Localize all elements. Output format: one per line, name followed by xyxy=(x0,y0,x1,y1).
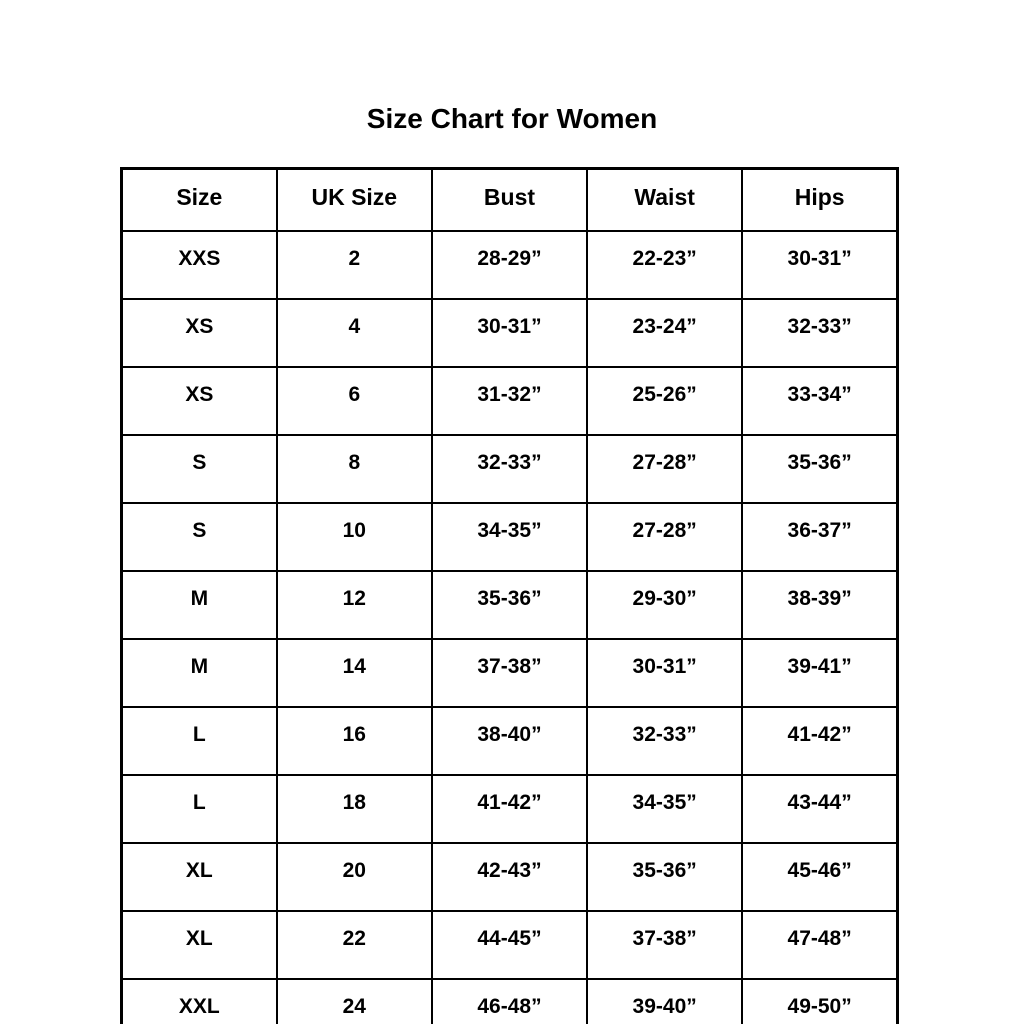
table-cell: 38-39” xyxy=(741,570,899,640)
table-cell: 30-31” xyxy=(430,298,589,368)
table-cell: 22 xyxy=(275,910,433,980)
table-cell: 37-38” xyxy=(586,910,744,980)
table-cell: 6 xyxy=(275,366,433,436)
table-cell: 33-34” xyxy=(741,366,899,436)
table-row: M 12 35-36” 29-30” 38-39” xyxy=(120,570,899,640)
table-cell: 44-45” xyxy=(430,910,589,980)
table-cell: 34-35” xyxy=(586,774,744,844)
header-row: Size UK Size Bust Waist Hips xyxy=(120,167,899,232)
table-cell: L xyxy=(120,774,278,844)
table-cell: 38-40” xyxy=(430,706,589,776)
table-cell: 2 xyxy=(275,230,433,300)
table-row: XXL 24 46-48” 39-40” 49-50” xyxy=(120,978,899,1024)
table-cell: 49-50” xyxy=(741,978,899,1024)
table-cell: 25-26” xyxy=(586,366,744,436)
table-row: L 16 38-40” 32-33” 41-42” xyxy=(120,706,899,776)
table-cell: 28-29” xyxy=(430,230,589,300)
table-header: Size UK Size Bust Waist Hips xyxy=(120,167,899,232)
table-cell: 10 xyxy=(275,502,433,572)
table-cell: S xyxy=(120,502,278,572)
table-cell: M xyxy=(120,570,278,640)
table-cell: 46-48” xyxy=(430,978,589,1024)
table-row: XS 4 30-31” 23-24” 32-33” xyxy=(120,298,899,368)
column-header: UK Size xyxy=(275,167,433,232)
table-cell: 8 xyxy=(275,434,433,504)
size-chart-table: Size UK Size Bust Waist Hips XXS 2 28-29” 22-23… xyxy=(120,167,899,1024)
table-cell: 37-38” xyxy=(430,638,589,708)
table-row: XXS 2 28-29” 22-23” 30-31” xyxy=(120,230,899,300)
table-cell: 30-31” xyxy=(741,230,899,300)
table-cell: 35-36” xyxy=(586,842,744,912)
table-cell: 4 xyxy=(275,298,433,368)
table-cell: 32-33” xyxy=(586,706,744,776)
table-cell: 36-37” xyxy=(741,502,899,572)
table-cell: 32-33” xyxy=(741,298,899,368)
table-row: S 10 34-35” 27-28” 36-37” xyxy=(120,502,899,572)
page-title: Size Chart for Women xyxy=(366,103,658,134)
table-cell: XXL xyxy=(120,978,278,1024)
column-header: Bust xyxy=(430,167,589,232)
table-row: S 8 32-33” 27-28” 35-36” xyxy=(120,434,899,504)
table-cell: 18 xyxy=(275,774,433,844)
table-cell: 43-44” xyxy=(741,774,899,844)
column-header: Waist xyxy=(586,167,744,232)
table-cell: 39-40” xyxy=(586,978,744,1024)
table-body: XXS 2 28-29” 22-23” 30-31” XS 4 30-31” 23-24” 32-… xyxy=(120,230,899,1024)
table-cell: 45-46” xyxy=(741,842,899,912)
table-cell: 24 xyxy=(275,978,433,1024)
table-cell: 31-32” xyxy=(430,366,589,436)
column-header: Hips xyxy=(741,167,899,232)
table-cell: 12 xyxy=(275,570,433,640)
table-cell: 16 xyxy=(275,706,433,776)
table-cell: 30-31” xyxy=(586,638,744,708)
column-header: Size xyxy=(120,167,278,232)
table-cell: 27-28” xyxy=(586,434,744,504)
table-row: XS 6 31-32” 25-26” 33-34” xyxy=(120,366,899,436)
table-cell: 29-30” xyxy=(586,570,744,640)
table-cell: 41-42” xyxy=(741,706,899,776)
table-cell: 35-36” xyxy=(741,434,899,504)
table-cell: L xyxy=(120,706,278,776)
table-cell: 35-36” xyxy=(430,570,589,640)
table-cell: XL xyxy=(120,910,278,980)
table-cell: 42-43” xyxy=(430,842,589,912)
table-cell: 34-35” xyxy=(430,502,589,572)
table-cell: S xyxy=(120,434,278,504)
table-row: XL 22 44-45” 37-38” 47-48” xyxy=(120,910,899,980)
table-cell: 39-41” xyxy=(741,638,899,708)
table-cell: 23-24” xyxy=(586,298,744,368)
table-cell: XL xyxy=(120,842,278,912)
table-cell: 27-28” xyxy=(586,502,744,572)
table-row: XL 20 42-43” 35-36” 45-46” xyxy=(120,842,899,912)
table-cell: 41-42” xyxy=(430,774,589,844)
table-row: L 18 41-42” 34-35” 43-44” xyxy=(120,774,899,844)
table-cell: 32-33” xyxy=(430,434,589,504)
table-cell: 20 xyxy=(275,842,433,912)
table-cell: 22-23” xyxy=(586,230,744,300)
table-cell: XS xyxy=(120,298,278,368)
table-row: M 14 37-38” 30-31” 39-41” xyxy=(120,638,899,708)
table-cell: XXS xyxy=(120,230,278,300)
table-cell: M xyxy=(120,638,278,708)
table-cell: 47-48” xyxy=(741,910,899,980)
table-cell: XS xyxy=(120,366,278,436)
table-cell: 14 xyxy=(275,638,433,708)
